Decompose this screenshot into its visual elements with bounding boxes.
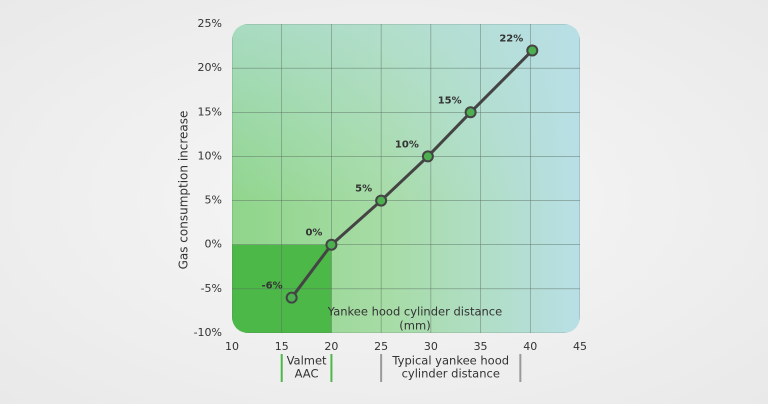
data-label: -6% (262, 281, 283, 292)
data-point (325, 238, 338, 251)
x-tick-label: 15 (275, 340, 289, 353)
x-tick-label: 30 (424, 340, 438, 353)
y-axis-label: Gas consumption increase (177, 111, 191, 270)
range-label: cylinder distance (402, 367, 500, 381)
data-label: 0% (305, 228, 322, 239)
y-tick-label: 5% (205, 194, 222, 207)
x-tick-label: 25 (374, 340, 388, 353)
data-point (526, 44, 539, 57)
x-tick-label: 10 (225, 340, 239, 353)
x-tick-label: 45 (573, 340, 587, 353)
y-tick-label: -10% (194, 326, 222, 339)
plot-annotation: (mm) (399, 319, 430, 333)
x-tick-label: 20 (324, 340, 338, 353)
x-tick-label: 35 (474, 340, 488, 353)
y-tick-label: -5% (201, 282, 222, 295)
range-label: AAC (295, 367, 319, 381)
y-tick-label: 10% (198, 149, 222, 162)
data-point (375, 194, 388, 207)
range-label: Typical yankee hood (391, 354, 509, 368)
range-label: Valmet (287, 354, 327, 368)
data-label: 22% (499, 33, 523, 44)
plot-annotation: Yankee hood cylinder distance (327, 305, 502, 319)
data-point (421, 150, 434, 163)
data-label: 15% (438, 95, 462, 106)
data-line (290, 49, 534, 299)
y-tick-label: 20% (198, 61, 222, 74)
data-point (285, 291, 298, 304)
y-tick-label: 15% (198, 105, 222, 118)
data-point (464, 106, 477, 119)
data-label: 5% (355, 184, 372, 195)
y-tick-label: 25% (198, 17, 222, 30)
x-tick-label: 40 (523, 340, 537, 353)
y-tick-label: 0% (205, 238, 222, 251)
data-label: 10% (395, 139, 419, 150)
